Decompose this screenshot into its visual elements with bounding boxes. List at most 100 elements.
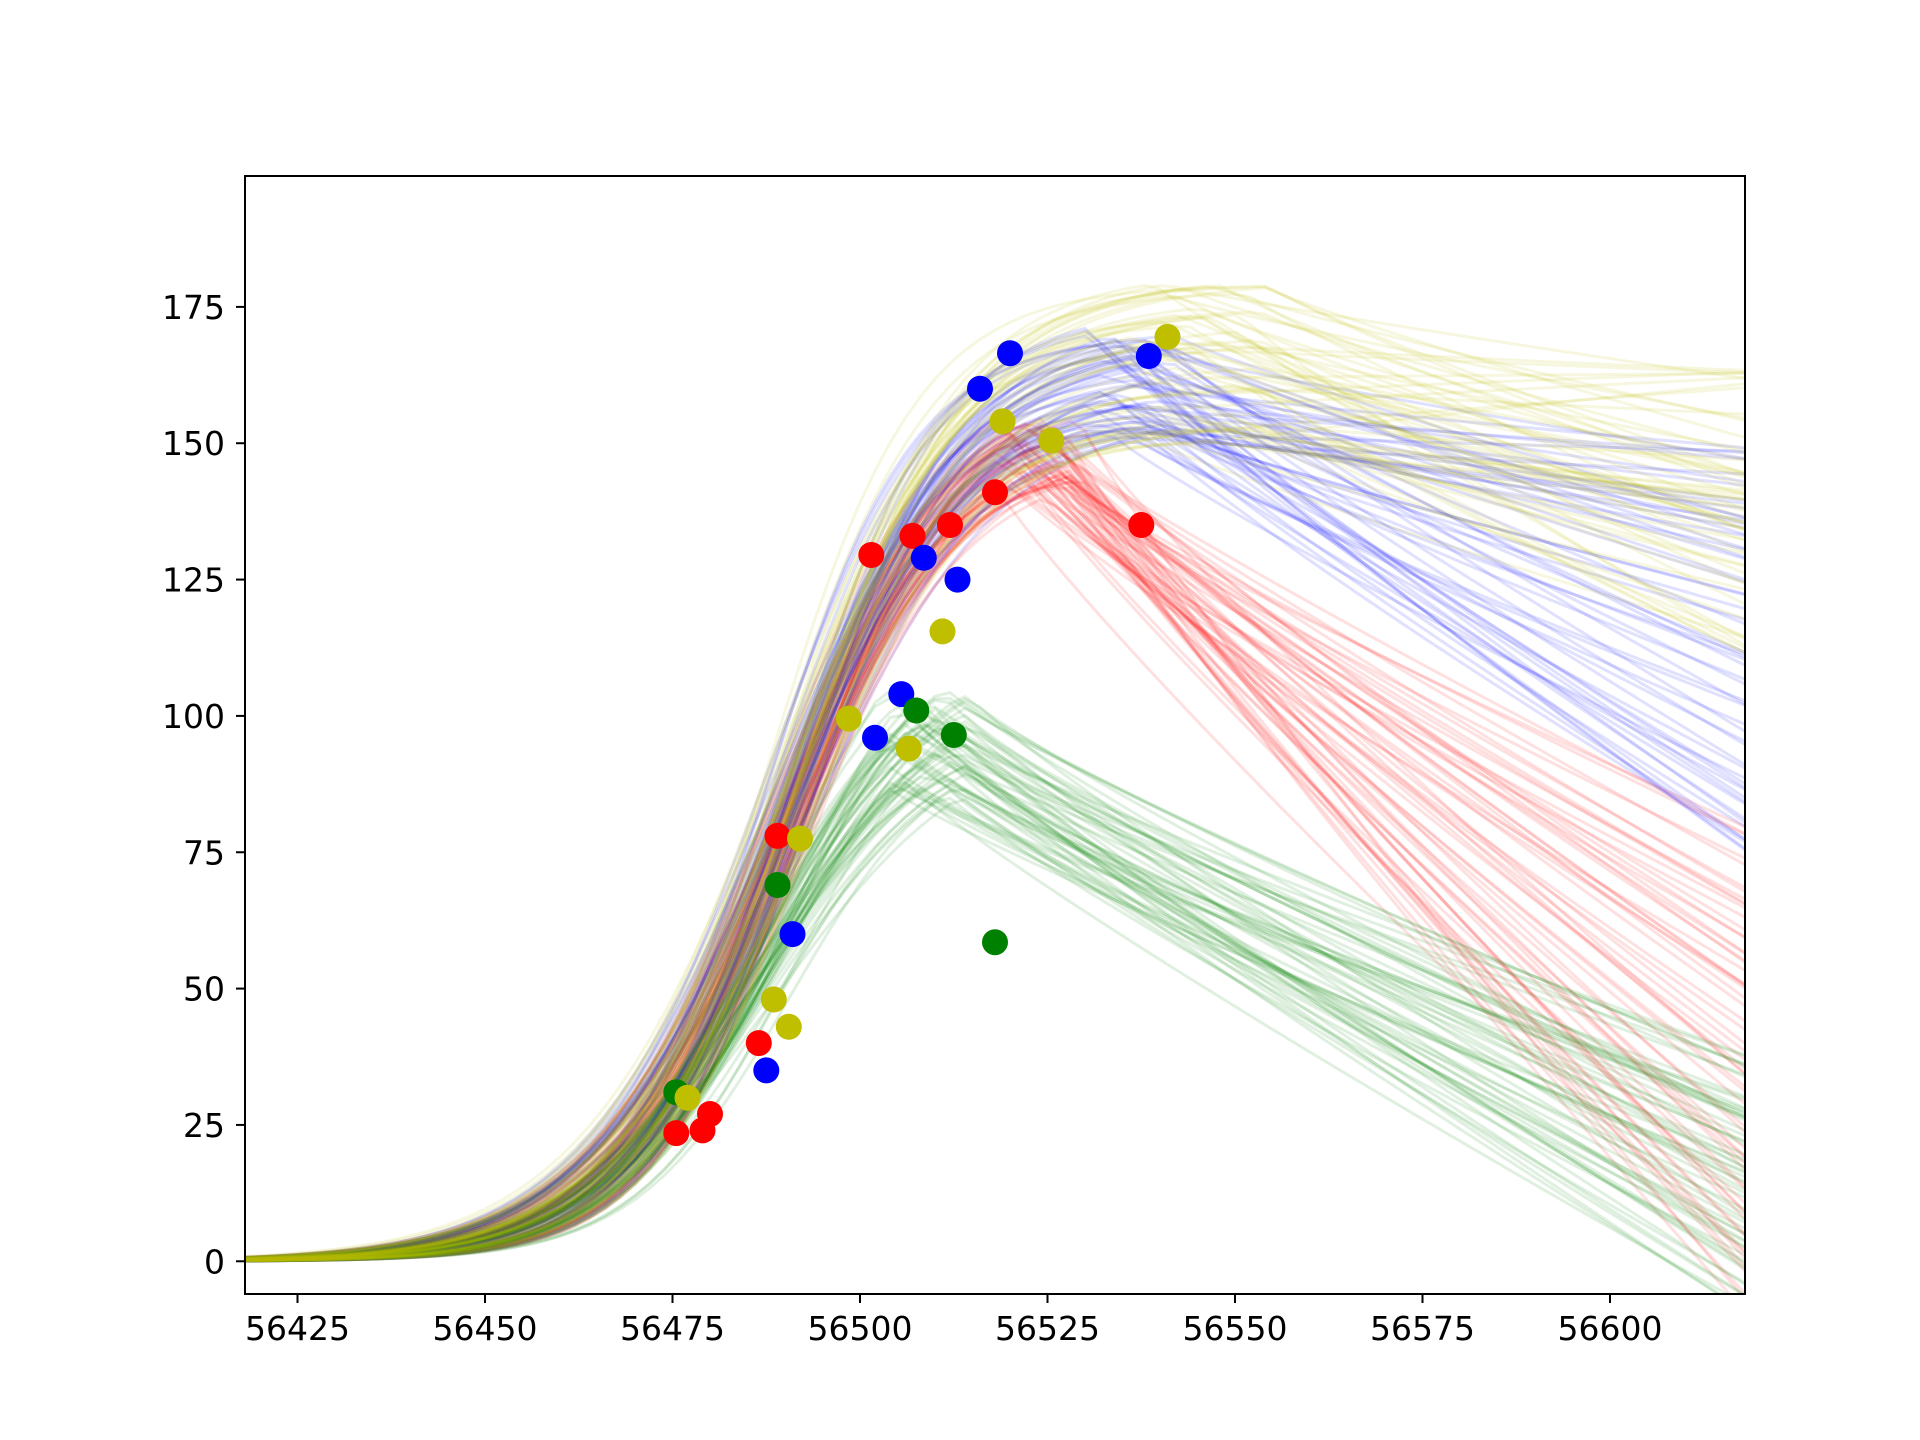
data-point [745,1030,772,1057]
model-curve [245,787,1745,1262]
model-curve [245,765,1745,1263]
model-curve [245,437,1745,1261]
data-point [982,479,1008,506]
model-curve [245,347,1745,1263]
model-curve [245,406,1745,1263]
model-curve [245,475,1745,1263]
model-curve [245,284,1745,1263]
model-curve [245,384,1745,1263]
model-curve [245,344,1745,1263]
data-point [835,705,862,732]
model-curve [245,432,1745,1261]
y-tick-label: 0 [204,1242,225,1281]
model-curve [245,486,1745,1261]
model-curve [245,459,1745,1261]
model-curve [245,777,1745,1263]
x-tick-label: 56425 [245,1309,350,1348]
model-curve [245,286,1745,1260]
model-curve [245,724,1745,1263]
model-curve [245,422,1745,1262]
model-curve [245,389,1745,1262]
model-curve [245,381,1745,1259]
data-point [967,375,993,402]
model-curve [245,404,1745,1262]
model-curve [245,426,1745,1262]
model-curve [245,340,1745,1262]
model-curve [245,283,1745,1262]
model-curve [245,786,1745,1262]
model-curve [245,753,1745,1263]
model-curve [245,726,1745,1261]
model-curve [245,443,1745,1262]
model-curve [245,324,1745,1263]
model-curve [245,696,1745,1263]
x-tick-label: 56450 [433,1309,538,1348]
model-curve [245,443,1745,1263]
model-curve [245,459,1745,1263]
model-curve [245,697,1745,1260]
model-curve [245,728,1745,1261]
model-curve [245,355,1745,1262]
model-curve [245,433,1745,1263]
data-point [899,522,926,549]
data-point [940,722,967,748]
model-curve [245,402,1745,1262]
x-tick-label: 56600 [1558,1309,1663,1348]
model-curve [245,428,1745,1263]
x-tick-label: 56550 [1183,1309,1288,1348]
model-curve [245,423,1745,1261]
model-curve [245,726,1745,1262]
model-curve [245,416,1745,1263]
model-curve [245,475,1745,1294]
model-curve [245,344,1745,1262]
model-curve [245,370,1745,1259]
model-curve [245,439,1745,1262]
model-curve [245,751,1723,1294]
model-curve [245,796,1745,1262]
model-curve [245,788,1745,1263]
model-curve [245,443,1745,1263]
model-curve [245,338,1745,1262]
data-point [674,1084,701,1111]
model-curve [245,416,1745,1263]
model-curve [245,444,1745,1262]
model-curve [245,480,1745,1261]
data-point [1128,512,1155,538]
model-curve [245,451,1745,1262]
model-curve [245,326,1745,1263]
model-curve [245,351,1745,1263]
model-curve [245,400,1745,1262]
data-point [862,724,888,751]
model-curve [245,428,1745,1262]
model-curve [245,690,1745,1262]
data-point [775,1013,802,1040]
model-curve [245,473,1745,1268]
model-curve [245,293,1745,1261]
model-curve [245,480,1745,1263]
model-curve [245,384,1745,1261]
data-point [697,1101,723,1127]
model-curve [245,739,1745,1285]
model-curve [245,718,1745,1261]
model-curve [245,429,1745,1262]
model-curve [245,386,1745,1262]
data-point [1154,323,1181,350]
model-curve [245,735,1745,1262]
y-tick-label: 50 [183,970,225,1009]
model-curve [245,797,1745,1261]
model-curve [245,713,1745,1262]
model-curve [245,421,1745,1261]
data-point [989,408,1016,435]
model-curve [245,744,1745,1262]
data-point [888,681,915,708]
model-curve [245,419,1743,1294]
model-curve [245,696,1745,1294]
y-tick-label: 100 [162,697,225,736]
y-tick-label: 150 [162,424,225,463]
model-curve [245,426,1745,1260]
model-curve [245,380,1745,1260]
model-curve [245,402,1745,1263]
model-curve [245,699,1745,1262]
model-curve [245,422,1745,1263]
